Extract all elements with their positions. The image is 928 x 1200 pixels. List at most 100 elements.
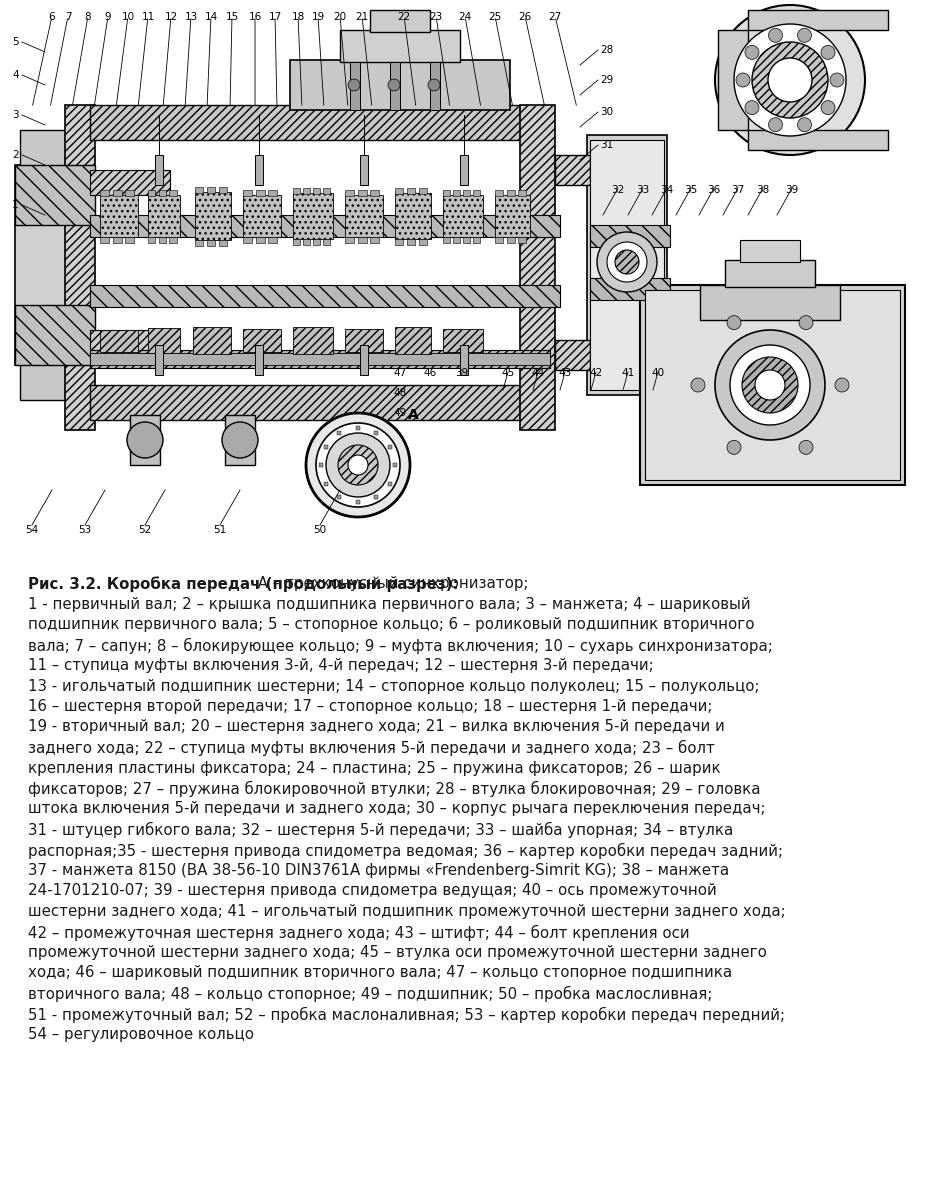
Text: заднего хода; 22 – ступица муфты включения 5-й передачи и заднего хода; 23 – бол: заднего хода; 22 – ступица муфты включен… [28,740,715,756]
Bar [337,431,342,434]
Text: 52: 52 [138,526,151,535]
Circle shape [744,101,758,115]
Bar [195,187,203,193]
Bar [323,239,329,245]
Text: 22: 22 [397,12,410,22]
Circle shape [597,232,656,292]
Bar [495,194,530,236]
Bar [268,236,277,242]
Bar [155,155,162,185]
Circle shape [222,422,258,458]
Text: 42 – промежуточная шестерня заднего хода; 43 – штифт; 44 – болт крепления оси: 42 – промежуточная шестерня заднего хода… [28,924,689,941]
Bar [370,190,379,196]
Text: A: A [407,408,418,422]
Bar [20,360,65,400]
Text: А – трехконусный синхронизатор;: А – трехконусный синхронизатор; [253,576,528,590]
Text: Рис. 3.2. Коробка передач (продольный разрез):: Рис. 3.2. Коробка передач (продольный ра… [28,576,458,592]
Bar [390,62,400,110]
Bar [518,236,526,242]
Bar [90,385,520,420]
Circle shape [614,250,638,274]
Circle shape [798,440,812,455]
Text: 31 - штуцер гибкого вала; 32 – шестерня 5-й передачи; 33 – шайба упорная; 34 – в: 31 - штуцер гибкого вала; 32 – шестерня … [28,822,732,838]
Circle shape [727,440,741,455]
Bar [699,284,839,320]
Bar [357,236,367,242]
Bar [112,236,122,242]
Bar [554,155,589,185]
Bar [459,155,468,185]
Bar [419,188,427,194]
Bar [195,192,231,240]
Bar [15,164,95,226]
Bar [243,329,280,352]
Text: 16: 16 [248,12,262,22]
Text: 11 – ступица муфты включения 3-й, 4-й передач; 12 – шестерня 3-й передачи;: 11 – ступица муфты включения 3-й, 4-й пе… [28,658,653,673]
Bar [324,481,328,486]
Bar [159,190,166,196]
Bar [644,290,899,480]
Text: 24: 24 [458,12,471,22]
Text: 51: 51 [213,526,226,535]
Text: 26: 26 [518,12,531,22]
Bar [255,190,264,196]
Bar [462,236,470,242]
Bar [589,278,669,300]
Text: промежуточной шестерни заднего хода; 45 – втулка оси промежуточной шестерни задн: промежуточной шестерни заднего хода; 45 … [28,946,766,960]
Bar [393,463,396,467]
Bar [290,60,509,110]
Bar [90,350,549,368]
Circle shape [735,73,749,86]
Bar [243,190,251,196]
Text: 49: 49 [393,408,406,418]
Text: 9: 9 [105,12,111,22]
Bar [303,239,310,245]
Bar [15,305,95,365]
Bar [355,500,360,504]
Circle shape [829,73,844,86]
Text: 27: 27 [548,12,561,22]
Text: 37 - манжета 8150 (ВА 38-56-10 DIN3761А фирмы «Frendenberg-Simrit KG); 38 – манж: 37 - манжета 8150 (ВА 38-56-10 DIN3761А … [28,863,728,878]
Bar [268,190,277,196]
Text: 24-1701210-07; 39 - шестерня привода спидометра ведущая; 40 – ось промежуточной: 24-1701210-07; 39 - шестерня привода спи… [28,883,716,899]
Text: 38: 38 [755,185,768,194]
Circle shape [796,118,811,132]
Bar [193,326,231,354]
Text: 8: 8 [84,12,91,22]
Text: 14: 14 [204,12,217,22]
Bar [374,431,378,434]
Bar [100,330,138,352]
Text: 45: 45 [501,368,514,378]
Text: 3: 3 [12,110,19,120]
Bar [125,236,134,242]
Circle shape [767,118,781,132]
Bar [724,260,814,287]
Text: 17: 17 [268,12,281,22]
Bar [207,187,215,193]
Bar [443,236,449,242]
Circle shape [741,358,797,413]
Bar [506,236,514,242]
Bar [360,346,367,374]
Circle shape [338,445,378,485]
Bar [406,239,415,245]
Text: 43: 43 [558,368,571,378]
Text: 11: 11 [141,12,154,22]
Bar [717,30,747,130]
Bar [495,190,503,196]
Bar [506,190,514,196]
Circle shape [751,42,827,118]
Text: 46: 46 [423,368,436,378]
Text: 47: 47 [393,368,406,378]
Bar [219,240,227,246]
Text: 2: 2 [12,150,19,160]
Text: 19: 19 [311,12,324,22]
Bar [292,239,300,245]
Bar [90,284,560,307]
Bar [554,340,589,370]
Bar [90,104,520,140]
Bar [148,236,155,242]
Bar [90,353,549,365]
Text: 53: 53 [78,526,92,535]
Bar [360,155,367,185]
